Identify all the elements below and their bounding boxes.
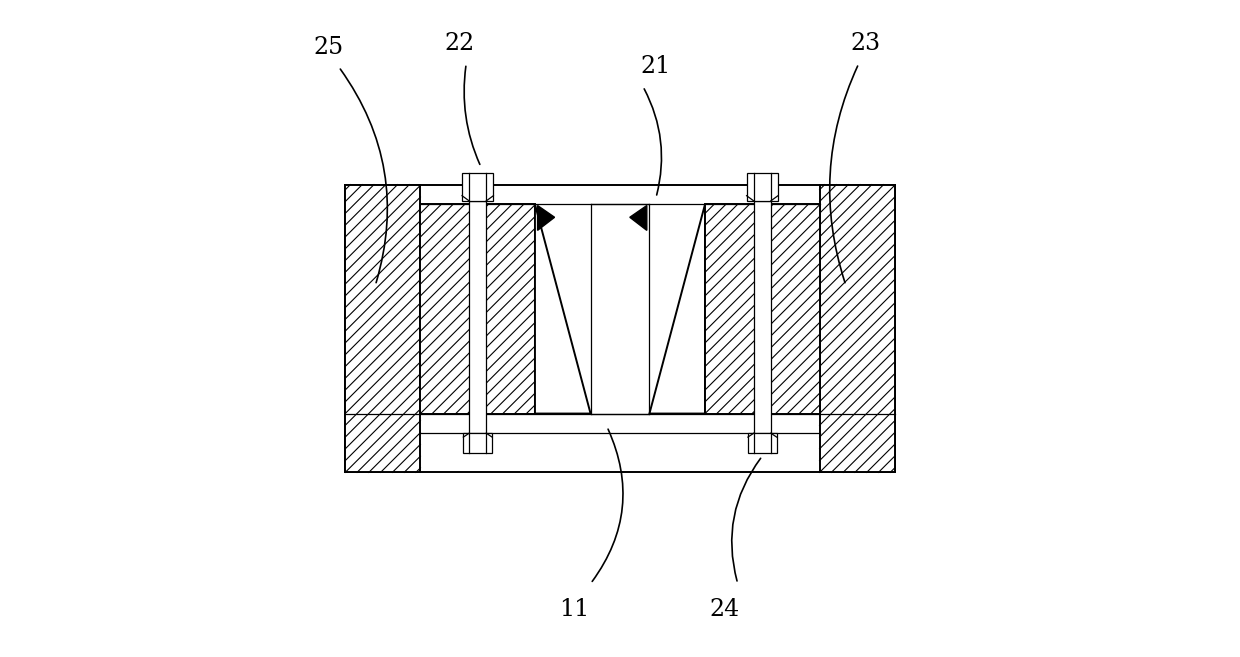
Bar — [748, 433, 776, 453]
Bar — [590, 204, 650, 413]
Text: 24: 24 — [709, 599, 740, 622]
Bar — [420, 204, 534, 413]
Text: 21: 21 — [641, 55, 671, 78]
Polygon shape — [650, 204, 706, 413]
Text: 23: 23 — [851, 32, 880, 55]
Bar — [345, 185, 895, 472]
Bar — [469, 201, 486, 433]
Bar — [464, 433, 492, 453]
Bar — [746, 173, 777, 201]
Polygon shape — [630, 206, 647, 231]
FancyArrowPatch shape — [593, 429, 622, 581]
Bar — [463, 173, 494, 201]
Bar — [820, 185, 895, 472]
Polygon shape — [538, 206, 554, 231]
Bar — [746, 173, 777, 201]
FancyArrowPatch shape — [732, 459, 760, 581]
Bar — [345, 185, 420, 472]
FancyArrowPatch shape — [464, 66, 480, 164]
FancyArrowPatch shape — [340, 69, 387, 283]
Bar — [463, 173, 494, 201]
Text: 22: 22 — [445, 32, 475, 55]
Bar — [754, 201, 771, 433]
Bar — [706, 204, 820, 413]
Text: 25: 25 — [314, 35, 343, 58]
Polygon shape — [534, 204, 590, 413]
FancyArrowPatch shape — [645, 89, 661, 195]
FancyArrowPatch shape — [830, 66, 858, 283]
Text: 11: 11 — [559, 599, 589, 622]
